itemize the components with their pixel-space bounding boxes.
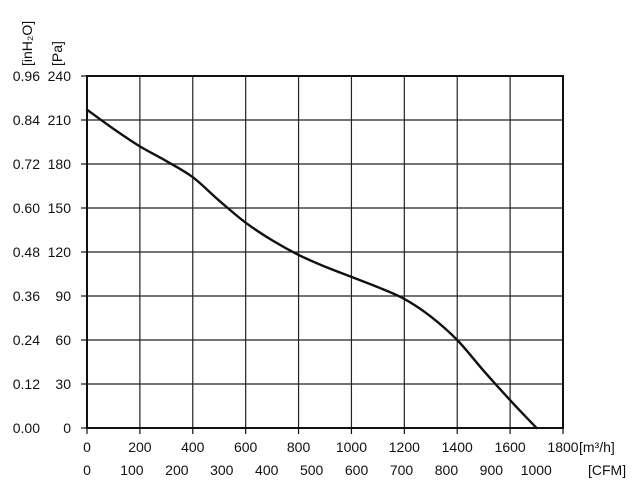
y-tick-label-pa: 90 — [55, 288, 71, 304]
y-unit-inh2o: [inH₂O] — [19, 21, 35, 66]
y-tick-label-inh2o: 0.36 — [13, 288, 40, 304]
x-tick-label-m3h: 400 — [181, 439, 205, 455]
x-tick-label-m3h: 1200 — [389, 439, 420, 455]
x-tick-label-m3h: 800 — [287, 439, 311, 455]
series-layer — [85, 108, 538, 430]
grid — [81, 75, 564, 434]
x-tick-label-cfm: 500 — [300, 462, 324, 478]
y-tick-label-inh2o: 0.48 — [13, 244, 40, 260]
y-tick-label-pa: 60 — [55, 332, 71, 348]
y-tick-label-inh2o: 0.12 — [13, 376, 40, 392]
y-tick-label-pa: 0 — [63, 420, 71, 436]
x-tick-label-cfm: 100 — [120, 462, 144, 478]
x-tick-label-cfm: 800 — [435, 462, 459, 478]
x-unit-m3h: [m³/h] — [579, 439, 615, 455]
x-tick-label-m3h: 1800 — [547, 439, 578, 455]
x-tick-label-m3h: 1400 — [442, 439, 473, 455]
y-tick-label-pa: 240 — [48, 68, 72, 84]
x-tick-label-cfm: 0 — [83, 462, 91, 478]
y-tick-label-pa: 150 — [48, 200, 72, 216]
x-tick-label-cfm: 700 — [390, 462, 414, 478]
x-tick-label-m3h: 0 — [83, 439, 91, 455]
x-tick-label-cfm: 1000 — [521, 462, 552, 478]
x-tick-label-cfm: 600 — [345, 462, 369, 478]
x-tick-label-m3h: 1600 — [495, 439, 526, 455]
x-tick-label-m3h: 600 — [234, 439, 258, 455]
series-line-0 — [85, 108, 538, 430]
y-tick-label-pa: 120 — [48, 244, 72, 260]
y-tick-label-inh2o: 0.00 — [13, 420, 40, 436]
x-tick-label-m3h: 200 — [128, 439, 152, 455]
y-tick-label-inh2o: 0.60 — [13, 200, 40, 216]
x-tick-label-cfm: 300 — [210, 462, 234, 478]
y-tick-label-inh2o: 0.24 — [13, 332, 40, 348]
y-tick-label-pa: 210 — [48, 112, 72, 128]
unit-labels: [m³/h] [CFM] [Pa] [inH₂O] — [19, 21, 626, 478]
y-tick-label-inh2o: 0.84 — [13, 112, 40, 128]
x-tick-label-cfm: 900 — [480, 462, 504, 478]
y-tick-label-pa: 180 — [48, 156, 72, 172]
x-tick-label-cfm: 200 — [165, 462, 189, 478]
y-unit-pa: [Pa] — [49, 41, 65, 66]
x-unit-cfm: [CFM] — [588, 462, 626, 478]
y-tick-label-inh2o: 0.96 — [13, 68, 40, 84]
y-tick-label-pa: 30 — [55, 376, 71, 392]
y-tick-label-inh2o: 0.72 — [13, 156, 40, 172]
x-tick-label-cfm: 400 — [255, 462, 279, 478]
x-tick-label-m3h: 1000 — [336, 439, 367, 455]
